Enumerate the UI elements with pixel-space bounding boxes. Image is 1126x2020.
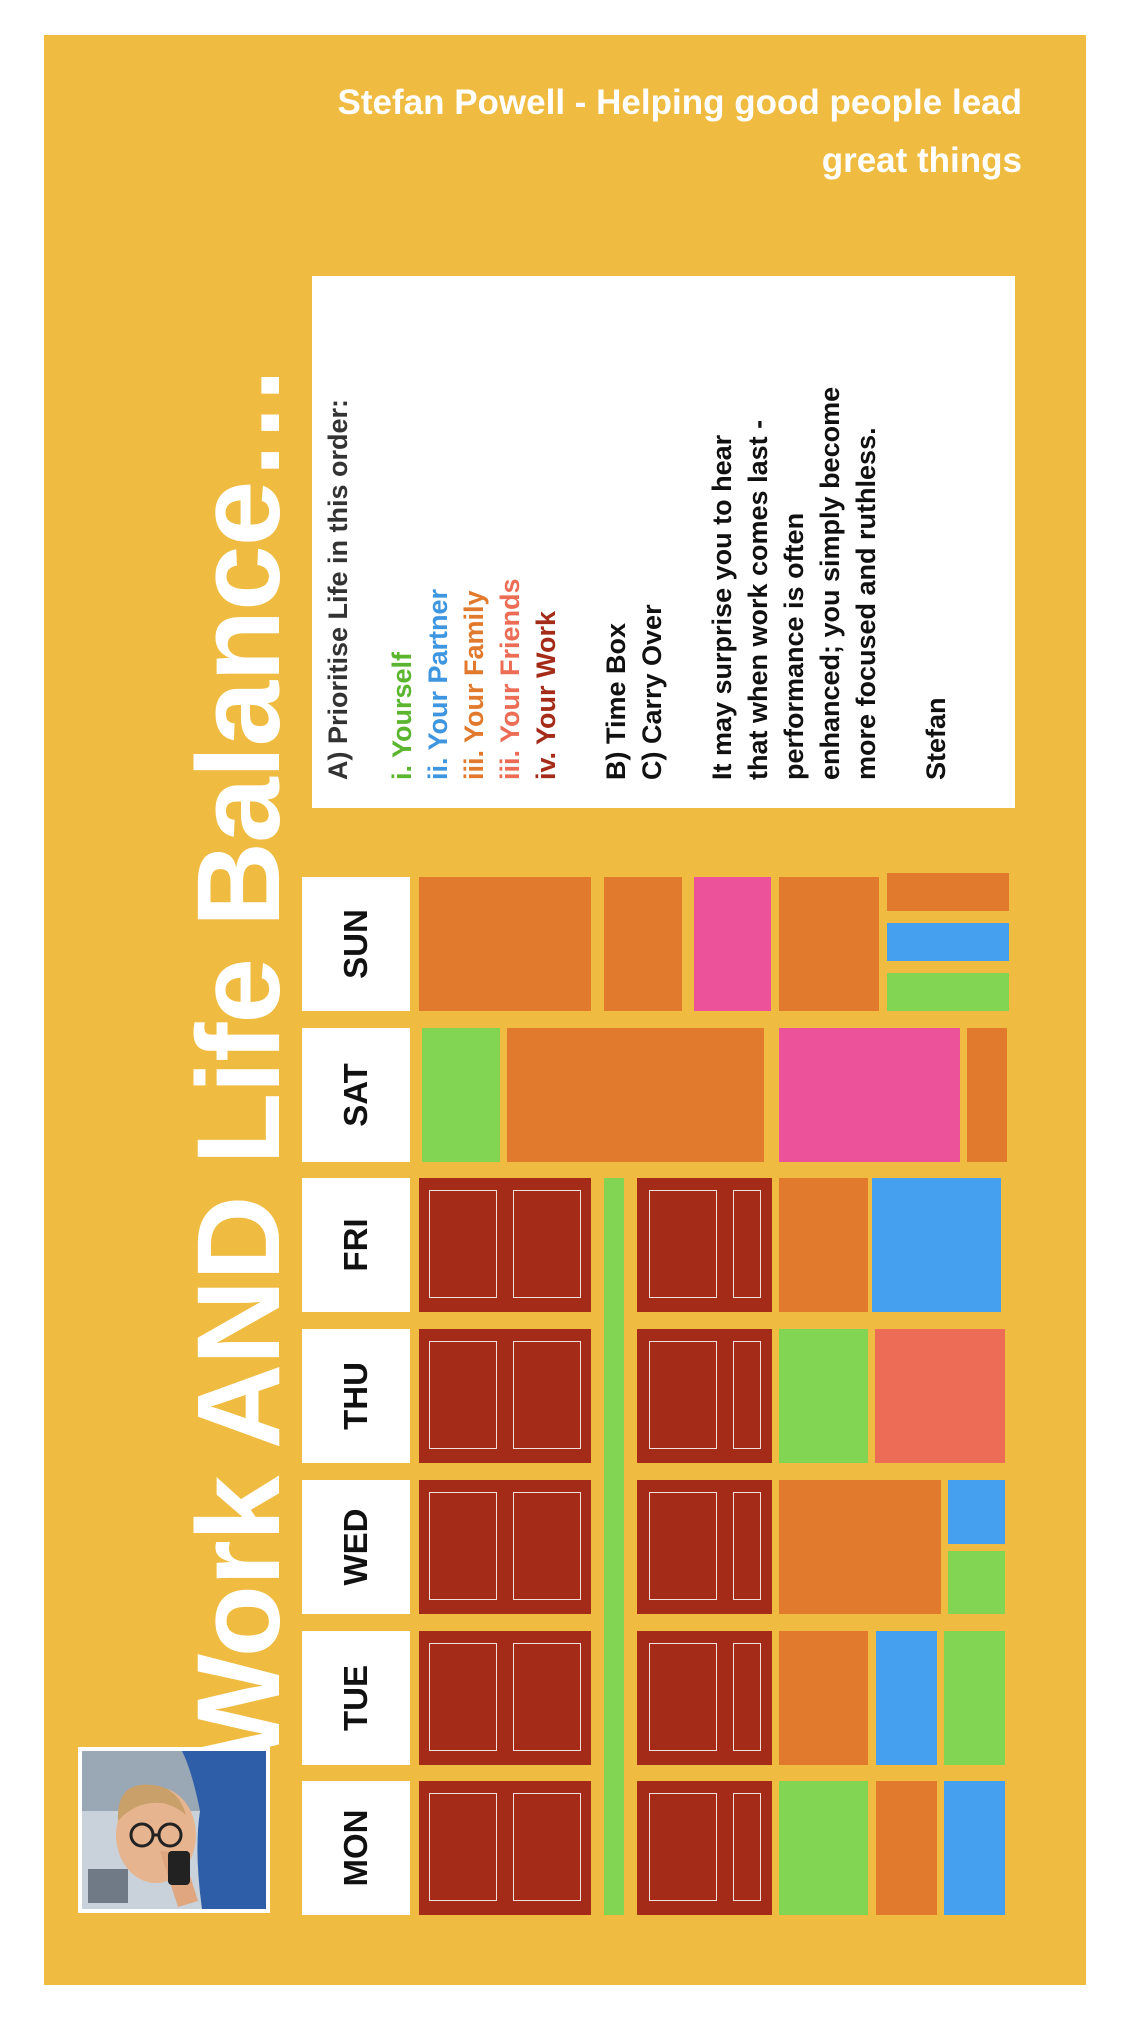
self-block bbox=[944, 1631, 1005, 1765]
page-title: Work AND Life Balance… bbox=[173, 364, 305, 1766]
family-block bbox=[887, 873, 1009, 911]
work-slot bbox=[513, 1793, 581, 1901]
advice-panel: A) Prioritise Life in this order: i. You… bbox=[312, 276, 1015, 808]
work-block bbox=[419, 1631, 591, 1765]
partner-block bbox=[876, 1631, 937, 1765]
day-cell-sat: SAT bbox=[302, 1028, 410, 1162]
work-block bbox=[419, 1781, 591, 1915]
family-block bbox=[419, 877, 591, 1011]
point-time-box: B) Time Box bbox=[601, 622, 631, 780]
work-slot bbox=[429, 1341, 497, 1449]
work-block bbox=[637, 1329, 772, 1463]
pink-block bbox=[694, 877, 771, 1011]
self-block bbox=[422, 1028, 500, 1162]
day-label: THU bbox=[337, 1362, 374, 1430]
signature: Stefan bbox=[921, 697, 951, 780]
work-slot bbox=[429, 1492, 497, 1600]
work-slot bbox=[649, 1492, 717, 1600]
day-label: WED bbox=[337, 1508, 374, 1586]
work-slot bbox=[649, 1190, 717, 1298]
priorities-heading: A) Prioritise Life in this order: bbox=[323, 398, 353, 780]
work-slot bbox=[733, 1341, 761, 1449]
priority-yourself: i. Yourself bbox=[387, 651, 417, 780]
day-cell-wed: WED bbox=[302, 1480, 410, 1614]
work-block bbox=[637, 1178, 772, 1312]
family-block bbox=[967, 1028, 1007, 1162]
self-block bbox=[779, 1329, 868, 1463]
partner-block bbox=[872, 1178, 1001, 1312]
day-cell-thu: THU bbox=[302, 1329, 410, 1463]
day-label: FRI bbox=[337, 1218, 374, 1272]
message-line: more focused and ruthless. bbox=[851, 427, 881, 780]
work-slot bbox=[649, 1643, 717, 1751]
partner-block bbox=[887, 923, 1009, 961]
family-block bbox=[876, 1781, 937, 1915]
work-slot bbox=[733, 1492, 761, 1600]
work-slot bbox=[513, 1341, 581, 1449]
avatar bbox=[78, 1747, 270, 1913]
work-block bbox=[419, 1178, 591, 1312]
work-slot bbox=[733, 1190, 761, 1298]
self-strip bbox=[604, 1178, 624, 1915]
pink-block bbox=[779, 1028, 960, 1162]
work-slot bbox=[513, 1190, 581, 1298]
day-label: MON bbox=[337, 1809, 374, 1887]
header-line-2: great things bbox=[821, 141, 1022, 180]
priority-partner: ii. Your Partner bbox=[423, 588, 453, 780]
family-block bbox=[779, 1480, 941, 1614]
friends-block bbox=[875, 1329, 1005, 1463]
work-block bbox=[637, 1631, 772, 1765]
day-cell-sun: SUN bbox=[302, 877, 410, 1011]
self-block bbox=[779, 1781, 868, 1915]
priority-friends: iii. Your Friends bbox=[495, 578, 525, 780]
poster: Stefan Powell - Helping good people lead… bbox=[44, 35, 1086, 1985]
day-cell-mon: MON bbox=[302, 1781, 410, 1915]
partner-block bbox=[944, 1781, 1005, 1915]
work-block bbox=[419, 1329, 591, 1463]
work-slot bbox=[733, 1643, 761, 1751]
priority-work: iv. Your Work bbox=[531, 610, 561, 780]
work-slot bbox=[649, 1793, 717, 1901]
day-cell-tue: TUE bbox=[302, 1631, 410, 1765]
work-block bbox=[637, 1480, 772, 1614]
person-photo-icon bbox=[82, 1751, 266, 1909]
day-label: SUN bbox=[337, 909, 374, 979]
work-block bbox=[637, 1781, 772, 1915]
family-block bbox=[779, 877, 879, 1011]
work-slot bbox=[733, 1793, 761, 1901]
message-line: that when work comes last - bbox=[743, 419, 773, 780]
point-carry-over: C) Carry Over bbox=[637, 604, 667, 780]
family-block bbox=[779, 1178, 868, 1312]
header-line-1: Stefan Powell - Helping good people lead bbox=[337, 83, 1023, 122]
work-slot bbox=[649, 1341, 717, 1449]
partner-block bbox=[948, 1480, 1005, 1544]
work-slot bbox=[429, 1643, 497, 1751]
work-slot bbox=[513, 1492, 581, 1600]
work-slot bbox=[429, 1190, 497, 1298]
day-cell-fri: FRI bbox=[302, 1178, 410, 1312]
family-block bbox=[604, 877, 682, 1011]
self-block bbox=[887, 973, 1009, 1011]
work-slot bbox=[513, 1643, 581, 1751]
message-line: enhanced; you simply become bbox=[815, 386, 845, 780]
title-area: Work AND Life Balance… bbox=[164, 365, 314, 1766]
work-block bbox=[419, 1480, 591, 1614]
family-block bbox=[507, 1028, 764, 1162]
message-line: It may surprise you to hear bbox=[707, 434, 737, 780]
self-block bbox=[948, 1551, 1005, 1614]
day-label: TUE bbox=[337, 1665, 374, 1731]
work-slot bbox=[429, 1793, 497, 1901]
priority-family: iii. Your Family bbox=[459, 590, 489, 780]
message-line: performance is often bbox=[779, 512, 809, 780]
day-label: SAT bbox=[337, 1063, 374, 1127]
family-block bbox=[779, 1631, 868, 1765]
